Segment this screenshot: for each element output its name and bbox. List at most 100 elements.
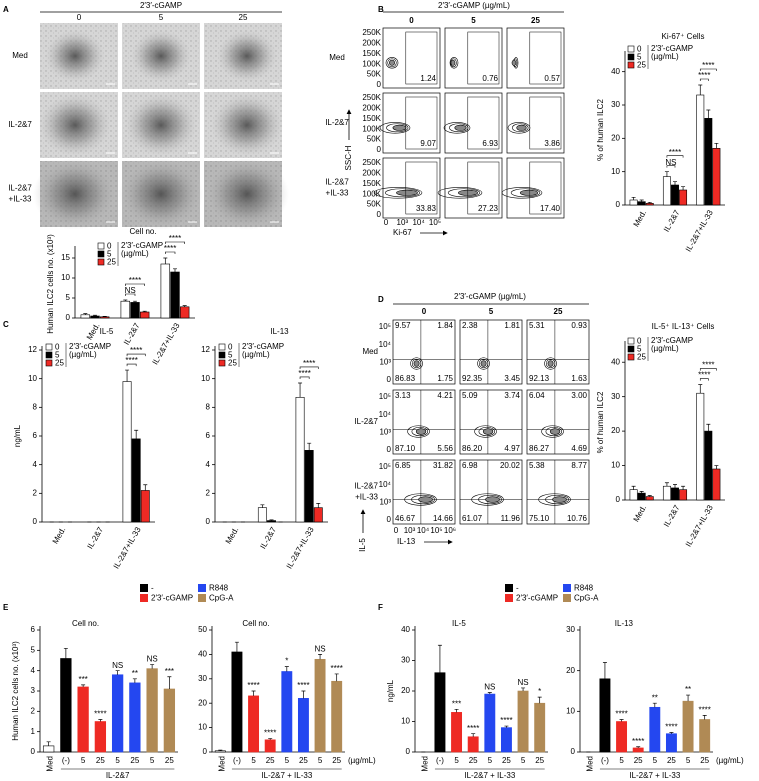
bar xyxy=(295,396,305,523)
flow-plot xyxy=(392,319,456,385)
y-tick-label: 150K xyxy=(362,179,381,188)
panel-letter: D xyxy=(378,295,384,304)
y-tick-label: 0 xyxy=(206,517,211,526)
y-tick-label: 5 xyxy=(31,645,36,654)
error-bar xyxy=(132,678,137,683)
legend-label: R848 xyxy=(574,584,594,593)
axis-label: Ki-67 xyxy=(393,228,412,237)
contour xyxy=(410,357,423,370)
flow-plot xyxy=(382,27,441,89)
column-label: 5 xyxy=(471,16,476,25)
y-tick-label: 40 xyxy=(611,67,620,76)
quadrant-value: 4.21 xyxy=(437,391,453,400)
y-tick-label: 20 xyxy=(198,698,207,707)
y-tick-label: 100K xyxy=(362,124,381,133)
gate xyxy=(529,161,562,215)
gate xyxy=(529,31,562,85)
y-tick-label: 8 xyxy=(33,402,38,411)
contour xyxy=(547,360,554,367)
legend-swatch xyxy=(198,594,206,602)
legend-label: 5 xyxy=(637,345,642,354)
contour xyxy=(545,426,563,437)
bar xyxy=(179,306,190,319)
significance-bracket xyxy=(126,353,146,357)
panel-letter: E xyxy=(3,603,9,612)
axis-label: IL-13 xyxy=(397,537,416,546)
bar xyxy=(712,468,721,501)
legend-label: 5 xyxy=(55,351,60,360)
legend-label: - xyxy=(151,584,154,593)
contour xyxy=(418,496,433,503)
y-tick-label: 10 xyxy=(201,374,210,383)
gate-value: 9.07 xyxy=(420,139,436,148)
bar xyxy=(517,690,529,753)
y-tick-label: 10⁴ xyxy=(379,410,392,419)
bar xyxy=(120,300,131,319)
error-bar xyxy=(664,482,669,487)
contour xyxy=(413,360,420,367)
error-bar xyxy=(702,715,707,720)
quadrant-value: 14.66 xyxy=(433,514,454,523)
error-bar xyxy=(639,491,644,494)
quadrant-value: 5.56 xyxy=(437,444,453,453)
y-tick-label: 100K xyxy=(362,189,381,198)
x-tick-label: Med. xyxy=(51,526,68,546)
column-label: 25 xyxy=(554,307,563,316)
y-tick-label: 200K xyxy=(362,169,381,178)
contour xyxy=(454,124,467,131)
bar xyxy=(467,736,479,753)
colony xyxy=(217,30,277,82)
colony xyxy=(211,94,283,156)
error-bar xyxy=(123,299,128,302)
gate xyxy=(405,161,438,215)
column-label: 0 xyxy=(77,13,82,22)
error-bar xyxy=(301,690,306,699)
error-bar xyxy=(537,696,542,704)
row-label: Med xyxy=(329,53,345,62)
contour xyxy=(447,188,481,198)
y-axis-label: ng/mL xyxy=(13,424,22,447)
x-tick-label: IL-2&7+IL-33 xyxy=(684,503,715,548)
bar xyxy=(637,201,646,206)
y-tick-label: 3 xyxy=(31,686,36,695)
error-bar xyxy=(134,429,139,439)
error-bar xyxy=(63,647,68,659)
error-bar xyxy=(454,708,459,713)
legend-swatch xyxy=(198,584,206,592)
bar xyxy=(649,706,661,753)
y-tick-label: 50K xyxy=(367,200,382,209)
error-bar xyxy=(143,484,148,491)
significance: **** xyxy=(698,71,710,80)
contour xyxy=(541,425,564,438)
contour xyxy=(392,124,407,131)
contour xyxy=(511,59,517,66)
x-tick-label: IL-2&7+IL-33 xyxy=(151,321,182,366)
flow-plot xyxy=(444,27,503,89)
quadrant-value: 61.07 xyxy=(462,514,483,523)
bar xyxy=(696,392,705,501)
significance: ** xyxy=(132,669,138,678)
error-bar xyxy=(251,690,256,696)
gate xyxy=(467,96,500,150)
y-tick-label: 10⁴ xyxy=(379,480,392,489)
colony xyxy=(39,94,111,156)
bar xyxy=(599,678,611,753)
x-tick-label: IL-2&7 xyxy=(662,503,682,528)
bar xyxy=(231,651,243,753)
contour xyxy=(552,496,567,503)
error-bar xyxy=(669,732,674,734)
y-tick-label: 40 xyxy=(401,625,410,634)
bar xyxy=(665,733,677,753)
gate xyxy=(405,31,438,85)
quadrant-value: 6.98 xyxy=(462,461,478,470)
significance: NS xyxy=(147,655,158,664)
contour xyxy=(519,189,539,196)
quadrant-value: 4.69 xyxy=(571,444,587,453)
legend-swatch xyxy=(563,594,571,602)
flow-plot xyxy=(506,92,565,154)
flow-plot xyxy=(459,459,523,525)
error-bar xyxy=(471,733,476,737)
colony xyxy=(131,30,191,82)
contour xyxy=(449,57,459,69)
bar xyxy=(704,430,713,501)
